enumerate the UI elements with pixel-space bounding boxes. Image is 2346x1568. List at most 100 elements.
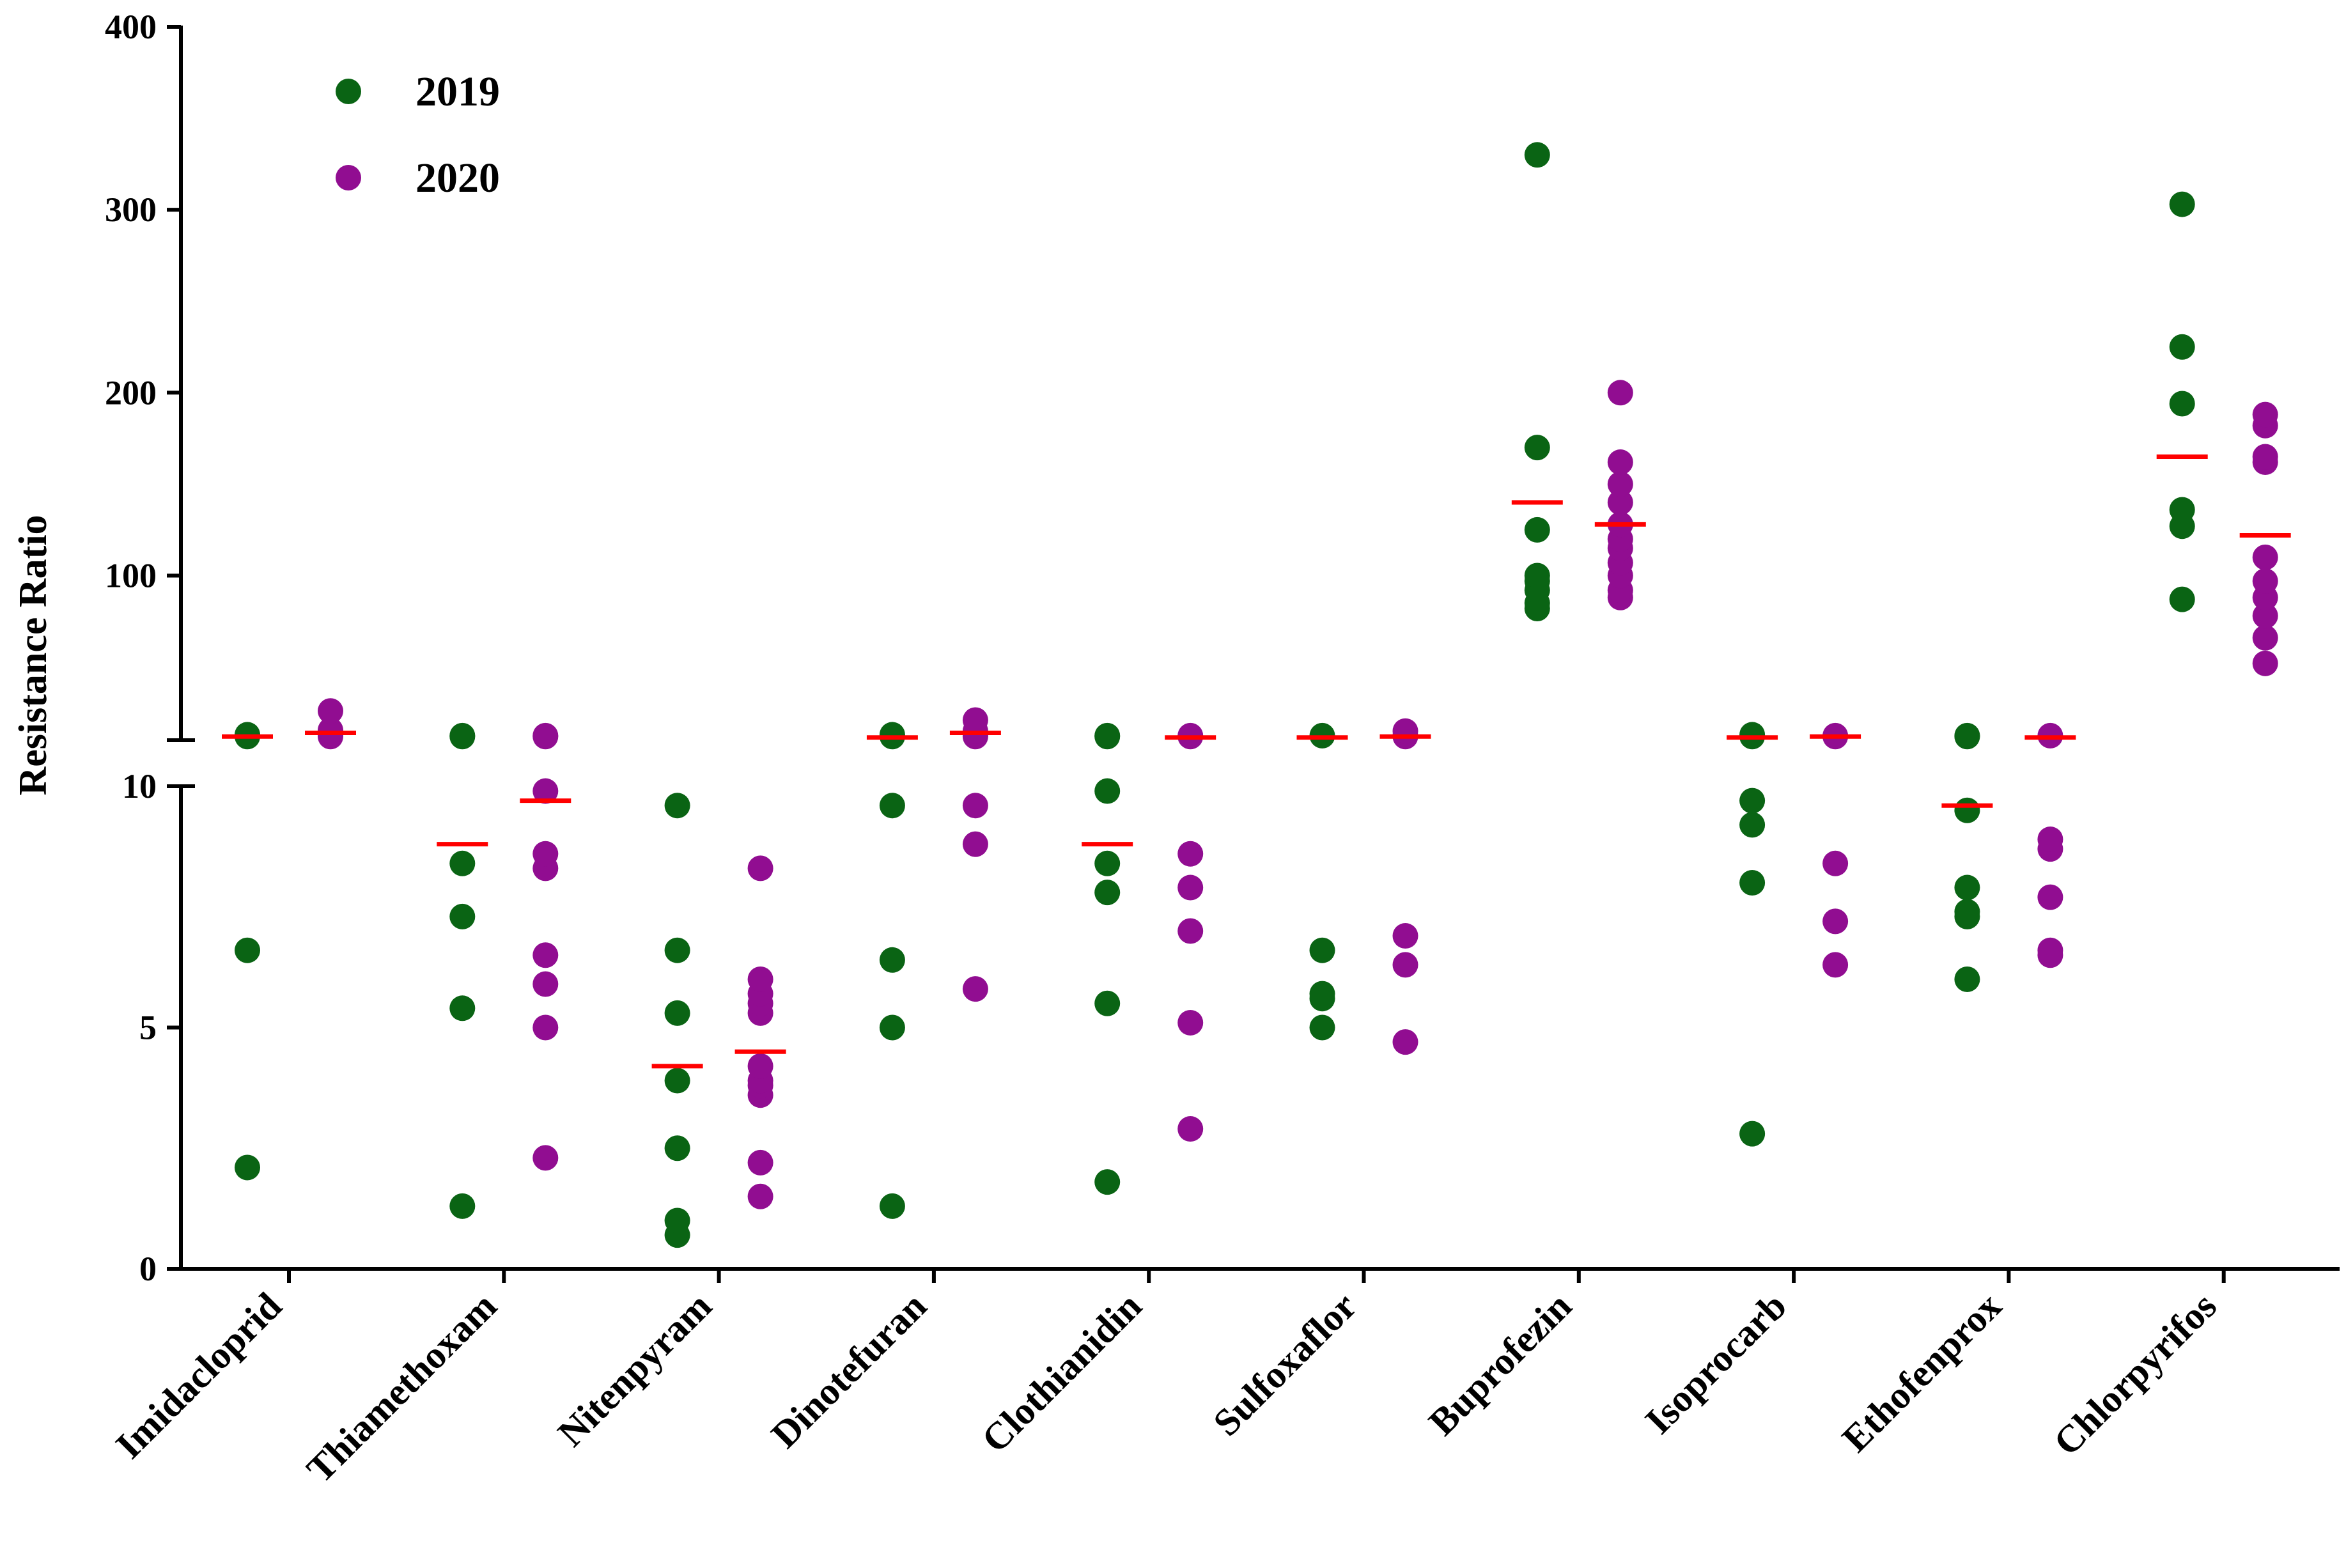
data-point-2019 [235, 937, 260, 963]
x-tick-label: Thiamethoxam [299, 1285, 504, 1491]
x-tick-label: Dinotefuran [763, 1285, 935, 1456]
data-point-2019 [1309, 937, 1335, 963]
data-point-2020 [2252, 401, 2278, 428]
data-point-2019 [664, 1000, 690, 1026]
data-point-2020 [2252, 544, 2278, 570]
data-point-2020 [1607, 380, 1633, 406]
data-point-2020 [532, 778, 559, 804]
y-tick-label: 200 [105, 373, 157, 412]
data-point-2020 [2037, 937, 2063, 963]
data-point-2020 [2037, 884, 2063, 910]
data-point-2019 [1524, 435, 1550, 461]
data-point-2019 [879, 947, 905, 973]
data-point-2020 [2252, 650, 2278, 676]
data-point-2020 [2252, 568, 2278, 594]
data-point-2019 [449, 850, 476, 876]
data-point-2020 [1392, 923, 1418, 949]
data-point-2020 [1177, 1116, 1204, 1142]
data-point-2020 [747, 855, 773, 881]
data-point-2020 [318, 717, 343, 743]
data-point-2019 [2169, 497, 2195, 523]
data-point-2019 [2169, 391, 2195, 417]
data-point-2020 [962, 707, 988, 733]
data-point-2019 [1524, 563, 1550, 589]
data-point-2020 [2252, 444, 2278, 470]
data-point-2020 [1822, 850, 1849, 876]
x-tick-label: Isoprocarb [1637, 1285, 1794, 1442]
data-point-2020 [747, 1183, 773, 1209]
data-point-2020 [1822, 952, 1849, 978]
data-point-2020 [962, 976, 988, 1002]
data-point-2019 [879, 1014, 905, 1041]
data-point-2019 [235, 1154, 260, 1181]
data-point-2019 [449, 903, 476, 929]
data-point-2019 [1739, 788, 1766, 814]
data-point-2019 [1739, 722, 1766, 748]
data-point-2020 [962, 793, 988, 819]
data-point-2019 [1739, 1121, 1766, 1147]
data-point-2019 [2169, 586, 2195, 612]
data-point-2020 [962, 831, 988, 857]
data-point-2020 [1392, 718, 1418, 744]
data-point-2019 [1739, 870, 1766, 896]
data-point-2020 [1392, 1029, 1418, 1055]
data-point-2019 [1954, 899, 1980, 925]
data-point-2020 [2252, 625, 2278, 651]
legend-label: 2019 [416, 68, 500, 115]
y-tick-label: 400 [105, 8, 157, 46]
legend-marker [336, 79, 361, 104]
data-point-2019 [1094, 778, 1121, 804]
y-tick-label: 10 [122, 767, 157, 805]
data-point-2020 [1177, 874, 1204, 901]
data-point-2020 [532, 942, 559, 968]
data-point-2019 [664, 1135, 690, 1161]
y-tick-label: 100 [105, 556, 157, 594]
data-point-2019 [1954, 797, 1980, 823]
legend-label: 2020 [416, 155, 500, 201]
data-point-2019 [1524, 142, 1550, 168]
data-point-2019 [1094, 850, 1121, 876]
data-point-2019 [1094, 880, 1121, 906]
x-tick-label: Imidacloprid [107, 1285, 290, 1467]
data-point-2019 [1954, 874, 1980, 901]
data-point-2020 [747, 1053, 773, 1079]
y-tick-label: 0 [139, 1250, 157, 1288]
y-tick-label: 5 [139, 1009, 157, 1047]
data-point-2020 [532, 1014, 559, 1041]
data-point-2020 [532, 841, 559, 867]
data-point-2019 [449, 722, 476, 749]
data-point-2019 [664, 1067, 690, 1094]
x-tick-label: Clothianidin [974, 1285, 1149, 1461]
data-point-2019 [449, 1193, 476, 1219]
data-point-2020 [532, 1145, 559, 1171]
data-point-2020 [1177, 841, 1204, 867]
data-point-2019 [1094, 722, 1121, 749]
data-point-2019 [664, 793, 690, 819]
data-point-2019 [879, 793, 905, 819]
data-point-2019 [664, 1207, 690, 1234]
data-point-2019 [879, 722, 905, 748]
data-point-2019 [1094, 1169, 1121, 1195]
data-point-2020 [2037, 827, 2063, 853]
data-point-2019 [1954, 722, 1980, 749]
data-point-2019 [1094, 990, 1121, 1016]
data-point-2019 [2169, 191, 2195, 217]
data-point-2020 [1177, 1009, 1204, 1036]
data-point-2019 [1739, 812, 1766, 838]
y-tick-label: 300 [105, 190, 157, 229]
data-point-2019 [2169, 334, 2195, 360]
data-point-2019 [449, 995, 476, 1021]
x-tick-label: Buprofezin [1420, 1285, 1580, 1444]
data-point-2020 [1607, 449, 1633, 476]
y-axis-label: Resistance Ratio [12, 515, 55, 795]
data-point-2019 [879, 1193, 905, 1219]
data-point-2019 [1954, 966, 1980, 992]
data-point-2019 [1524, 516, 1550, 543]
data-point-2020 [1607, 490, 1633, 515]
x-tick-label: Chlorpyrifos [2046, 1285, 2225, 1464]
data-point-2019 [1309, 1014, 1335, 1041]
data-point-2019 [664, 937, 690, 963]
data-point-2020 [747, 966, 773, 992]
x-tick-label: Ethofenprox [1834, 1285, 2010, 1461]
